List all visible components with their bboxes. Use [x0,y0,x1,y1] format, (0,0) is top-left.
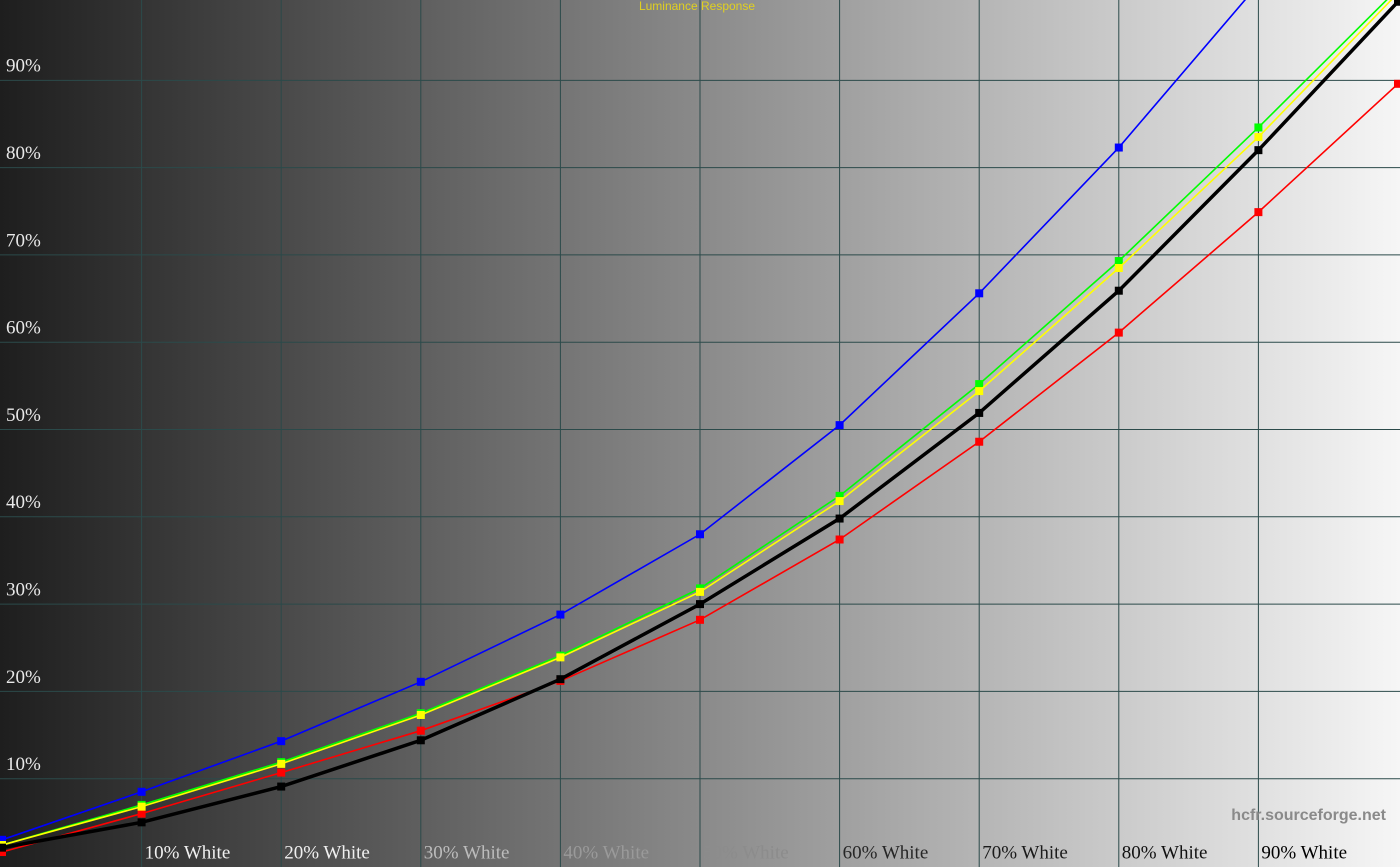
data-point [137,787,146,796]
x-tick-label: 70% White [982,842,1068,863]
y-tick-label: 10% [6,754,41,775]
data-point [1114,257,1123,266]
data-point [556,653,565,662]
x-tick-label: 50% White [703,842,789,863]
data-point [1394,0,1400,6]
data-point [416,736,425,745]
data-point [0,835,6,844]
data-point [1114,264,1123,273]
watermark: hcfr.sourceforge.net [1231,807,1386,824]
y-tick-label: 50% [6,405,41,426]
data-point [835,497,844,506]
data-point [975,387,984,396]
data-point [696,600,704,609]
data-point [0,843,6,852]
chart-title: Luminance Response [639,0,755,13]
data-point [696,587,704,596]
data-point [975,289,984,298]
data-point [137,809,146,818]
data-point [1114,286,1123,295]
y-tick-label: 30% [6,579,41,600]
x-tick-label: 30% White [424,842,510,863]
data-point [696,530,704,539]
data-point [556,610,565,619]
data-point [975,380,984,389]
x-tick-label: 20% White [284,842,370,863]
data-point [835,491,844,500]
data-point [1254,123,1263,132]
data-point [1114,143,1123,152]
data-point [0,848,6,857]
data-point [1254,208,1263,217]
data-point [137,802,146,811]
y-tick-label: 60% [6,318,41,339]
x-tick-label: 40% White [563,842,649,863]
data-point [416,726,425,735]
y-tick-label: 80% [6,143,41,164]
data-point [277,782,286,791]
y-tick-label: 40% [6,492,41,513]
y-tick-label: 70% [6,230,41,251]
x-tick-label: 10% White [145,842,231,863]
data-point [416,710,425,719]
x-tick-label: 80% White [1122,842,1208,863]
data-point [835,514,844,523]
y-tick-label: 20% [6,667,41,688]
x-tick-label: 90% White [1261,842,1347,863]
data-point [137,818,146,827]
data-point [277,759,286,768]
data-point [277,737,286,746]
data-point [696,615,704,624]
x-tick-label: 60% White [843,842,929,863]
data-point [277,768,286,777]
data-point [975,408,984,417]
data-point [835,535,844,544]
data-point [1254,146,1263,155]
data-point [1114,328,1123,337]
y-tick-label: 90% [6,56,41,77]
data-point [416,677,425,686]
data-point [1254,133,1263,142]
data-point [975,437,984,446]
data-point [1394,79,1400,88]
data-point [835,421,844,430]
data-point [556,675,565,684]
